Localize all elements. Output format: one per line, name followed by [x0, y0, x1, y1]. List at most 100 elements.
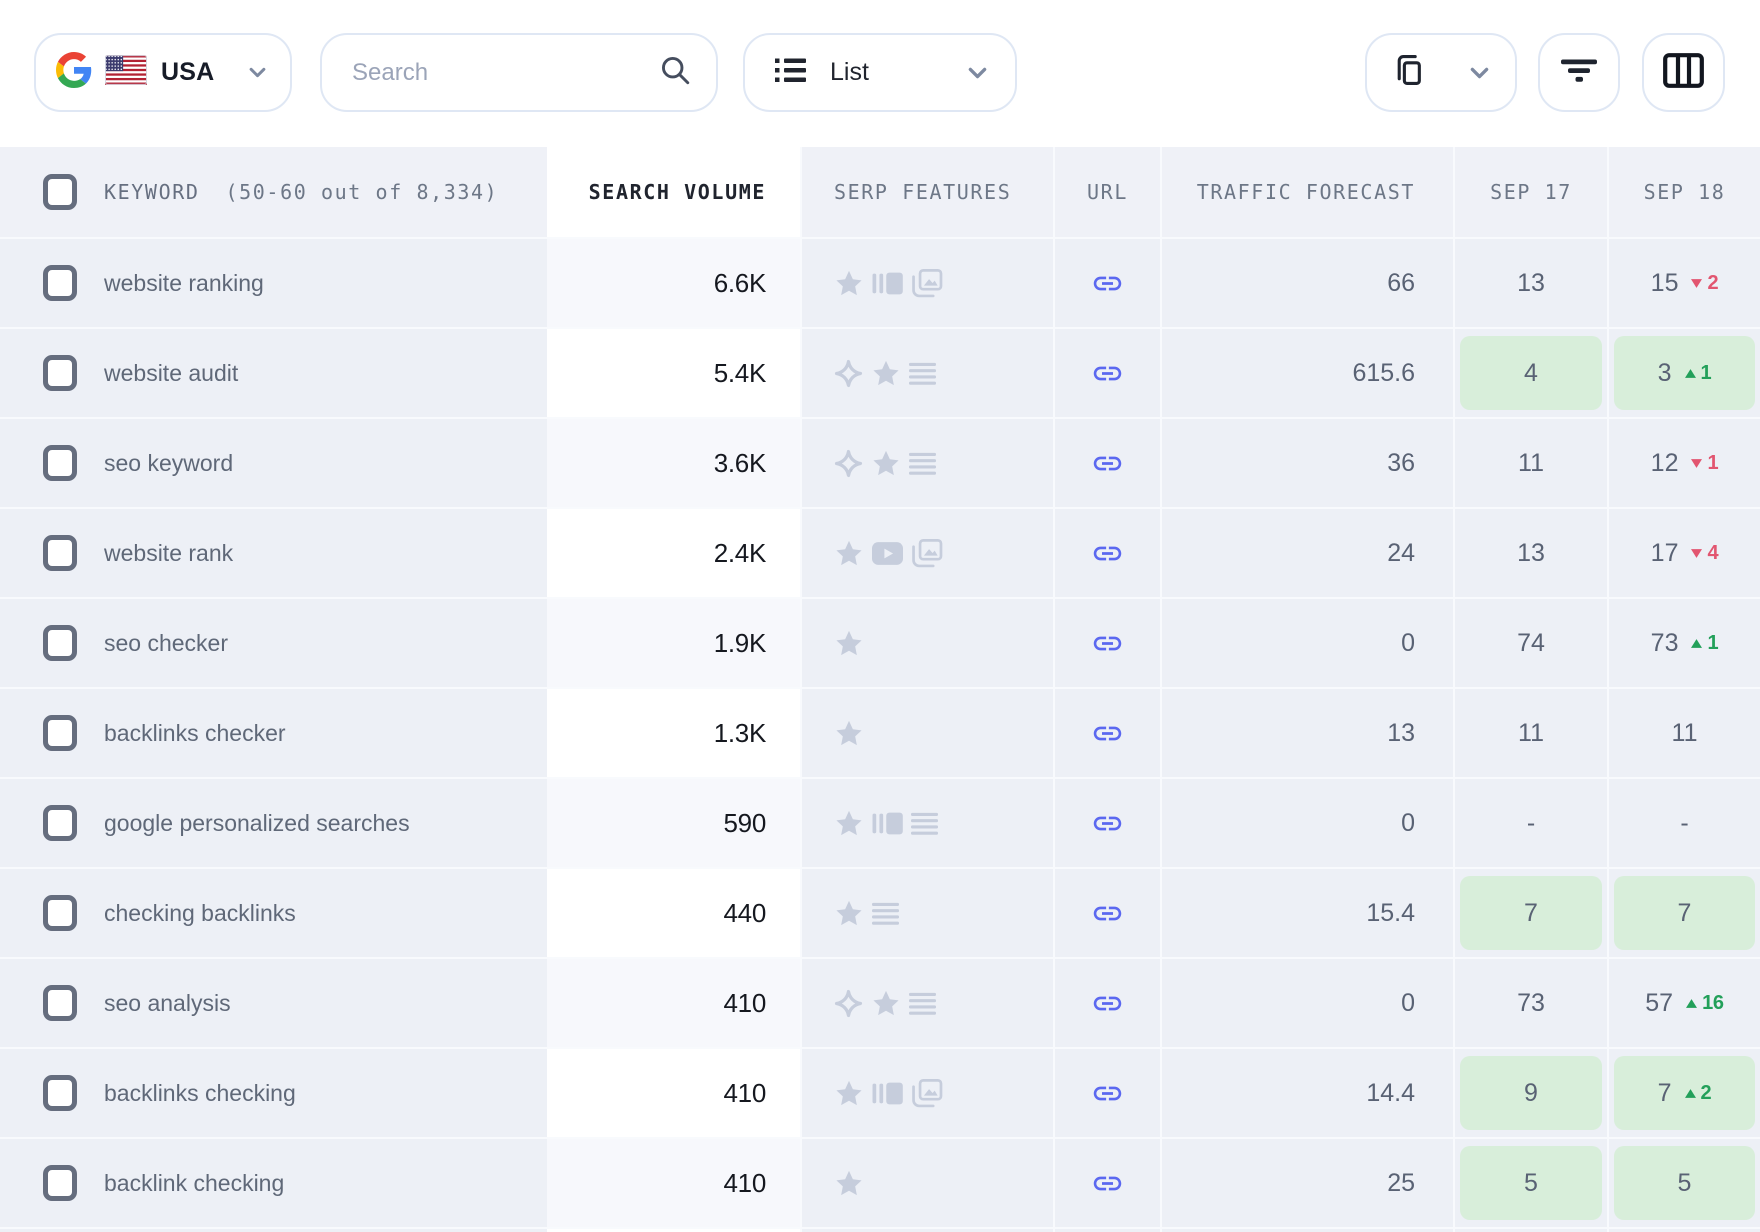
url-cell — [1053, 1047, 1160, 1137]
column-header-url[interactable]: URL — [1053, 147, 1160, 237]
row-checkbox[interactable] — [43, 1165, 77, 1201]
row-checkbox[interactable] — [43, 265, 77, 301]
url-link-icon[interactable] — [1091, 627, 1124, 660]
serp-feature-images-icon — [911, 268, 943, 298]
column-header-serp-features[interactable]: SERP FEATURES — [800, 147, 1053, 237]
serp-feature-carousel-icon — [872, 811, 903, 836]
arrow-up-icon — [1684, 1088, 1696, 1098]
position-value: 13 — [1517, 268, 1545, 297]
keyword-label: seo analysis — [104, 989, 231, 1016]
keyword-label: website ranking — [104, 269, 264, 296]
row-checkbox[interactable] — [43, 805, 77, 841]
url-link-icon[interactable] — [1091, 807, 1124, 840]
table-row: website audit 5.4K 615.6 4 3 1 — [0, 327, 1760, 417]
sep-17-cell: 11 — [1453, 417, 1607, 507]
serp-feature-star-icon — [834, 1079, 864, 1108]
url-link-icon[interactable] — [1091, 537, 1124, 570]
sep-18-cell: 11 — [1607, 687, 1760, 777]
url-cell — [1053, 867, 1160, 957]
url-link-icon[interactable] — [1091, 267, 1124, 300]
url-link-icon[interactable] — [1091, 357, 1124, 390]
row-checkbox[interactable] — [43, 715, 77, 751]
row-checkbox[interactable] — [43, 355, 77, 391]
serp-feature-video-icon — [872, 541, 903, 565]
keyword-label: backlinks checking — [104, 1079, 296, 1106]
url-link-icon[interactable] — [1091, 987, 1124, 1020]
serp-feature-star-icon — [834, 539, 864, 568]
search-volume-value: 3.6K — [713, 447, 767, 478]
row-checkbox[interactable] — [43, 1075, 77, 1111]
serp-feature-list-icon — [872, 901, 899, 926]
keyword-label: website audit — [104, 359, 239, 386]
url-link-icon[interactable] — [1091, 1077, 1124, 1110]
select-all-checkbox[interactable] — [43, 174, 77, 210]
traffic-forecast-value: 66 — [1387, 268, 1415, 297]
serp-features-cell — [800, 867, 1053, 957]
row-checkbox[interactable] — [43, 445, 77, 481]
sep-18-cell: 5 — [1607, 1137, 1760, 1227]
position-value: - — [1680, 808, 1689, 837]
serp-feature-list-icon — [911, 811, 938, 836]
search-engine-selector[interactable]: USA — [34, 33, 292, 112]
position-highlight — [1460, 1056, 1602, 1130]
sep-18-cell: 12 1 — [1607, 417, 1760, 507]
column-header-sep-18[interactable]: SEP 18 — [1607, 147, 1760, 237]
url-link-icon[interactable] — [1091, 897, 1124, 930]
keyword-cell: website audit — [0, 327, 547, 417]
table-row: seo analysis 410 0 73 57 16 — [0, 957, 1760, 1047]
traffic-forecast-value: 0 — [1401, 988, 1415, 1017]
position-change: 4 — [1691, 542, 1719, 565]
serp-feature-images-icon — [911, 1078, 943, 1108]
position-value: 4 — [1524, 358, 1538, 387]
serp-feature-star-icon — [871, 359, 901, 388]
position-value: 5 — [1524, 1168, 1538, 1197]
traffic-forecast-cell: 0 — [1160, 957, 1453, 1047]
url-link-icon[interactable] — [1091, 717, 1124, 750]
position-change-value: 2 — [1700, 1081, 1712, 1104]
position-value: 3 — [1657, 358, 1672, 387]
traffic-forecast-value: 14.4 — [1366, 1078, 1415, 1107]
traffic-forecast-value: 15.4 — [1366, 898, 1415, 927]
columns-button[interactable] — [1642, 33, 1725, 112]
column-header-sep-17[interactable]: SEP 17 — [1453, 147, 1607, 237]
position-change: 16 — [1686, 992, 1724, 1015]
list-view-selector[interactable]: List — [743, 33, 1017, 112]
row-checkbox[interactable] — [43, 535, 77, 571]
row-checkbox[interactable] — [43, 985, 77, 1021]
row-checkbox[interactable] — [43, 625, 77, 661]
url-link-icon[interactable] — [1091, 1167, 1124, 1200]
sep-17-cell: 5 — [1453, 1137, 1607, 1227]
position-change: 1 — [1691, 632, 1719, 655]
keyword-cell: website rank — [0, 507, 547, 597]
copy-export-button[interactable] — [1365, 33, 1517, 112]
url-cell — [1053, 507, 1160, 597]
column-header-search-volume[interactable]: SEARCH VOLUME — [547, 147, 800, 237]
row-checkbox[interactable] — [43, 895, 77, 931]
filter-button[interactable] — [1538, 33, 1620, 112]
search-input[interactable] — [322, 58, 661, 87]
sep-18-cell — [1607, 1227, 1760, 1232]
url-link-icon[interactable] — [1091, 447, 1124, 480]
keyword-cell: backlinks checker — [0, 687, 547, 777]
url-cell — [1053, 597, 1160, 687]
keywords-table: KEYWORD (50-60 out of 8,334) SEARCH VOLU… — [0, 147, 1760, 1232]
arrow-up-icon — [1686, 998, 1698, 1008]
search-volume-value: 5.4K — [713, 357, 767, 388]
table-row: website ranking 6.6K 66 13 15 2 — [0, 237, 1760, 327]
keyword-label: checking backlinks — [104, 899, 296, 926]
position-highlight — [1460, 1146, 1602, 1220]
list-view-label: List — [830, 58, 869, 86]
position-change: 2 — [1684, 1081, 1712, 1105]
toolbar: USA List — [0, 0, 1760, 147]
traffic-forecast-cell — [1160, 1227, 1453, 1232]
position-highlight — [1614, 336, 1755, 410]
traffic-forecast-value: 0 — [1401, 808, 1415, 837]
search-volume-cell: 410 — [547, 957, 800, 1047]
search-volume-cell: 410 — [547, 1047, 800, 1137]
column-header-traffic-forecast[interactable]: TRAFFIC FORECAST — [1160, 147, 1453, 237]
sep-18-cell: 15 2 — [1607, 237, 1760, 327]
serp-features-cell — [800, 507, 1053, 597]
sep-17-cell: - — [1453, 777, 1607, 867]
